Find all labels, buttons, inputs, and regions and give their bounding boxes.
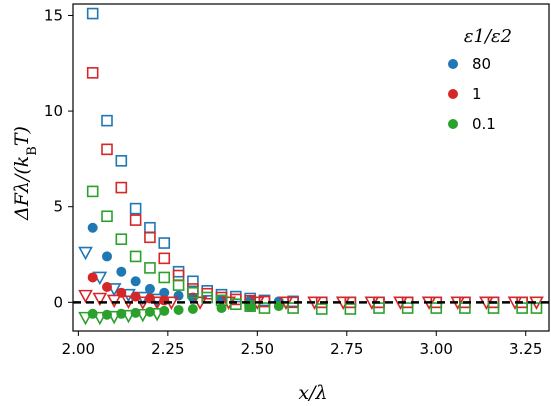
legend-marker-0-1 bbox=[448, 119, 458, 129]
data-point-triangle-down bbox=[92, 292, 108, 307]
x-tick-label: 3.00 bbox=[420, 340, 453, 358]
legend-label-1: 1 bbox=[472, 85, 482, 103]
data-point-circle bbox=[187, 304, 198, 315]
x-axis-label: x/λ bbox=[298, 382, 327, 404]
y-axis-ticks: 0 5 10 15 bbox=[44, 6, 73, 311]
data-point-square bbox=[158, 237, 171, 249]
y-tick-label: 10 bbox=[44, 102, 63, 120]
data-point-circle bbox=[87, 272, 98, 283]
x-tick-label: 2.75 bbox=[330, 340, 363, 358]
legend-label-80: 80 bbox=[472, 55, 491, 73]
x-axis-ticks: 2.00 2.25 2.50 2.75 3.00 3.25 bbox=[62, 331, 542, 358]
data-point-square bbox=[344, 303, 357, 315]
data-point-square bbox=[115, 233, 128, 246]
data-point-square bbox=[315, 303, 328, 315]
data-point-square bbox=[430, 302, 443, 314]
data-point-square bbox=[344, 296, 357, 309]
data-point-circle bbox=[130, 276, 141, 287]
data-point-square bbox=[144, 231, 156, 244]
y-tick-label: 15 bbox=[44, 6, 63, 24]
data-point-square bbox=[172, 269, 185, 282]
axes-frame bbox=[72, 3, 550, 332]
legend: ε1/ε2 80 1 0.1 bbox=[448, 26, 512, 133]
data-point-circle bbox=[173, 304, 184, 315]
data-point-square bbox=[144, 262, 156, 274]
data-point-circle bbox=[216, 303, 227, 314]
data-point-square bbox=[86, 185, 99, 198]
data-point-circle bbox=[116, 266, 127, 277]
x-tick-label: 2.50 bbox=[241, 340, 274, 358]
data-point-square bbox=[86, 7, 99, 20]
x-tick-label: 2.00 bbox=[62, 340, 95, 358]
data-point-circle bbox=[102, 282, 112, 293]
data-point-triangle-down bbox=[135, 308, 151, 323]
data-point-square bbox=[101, 210, 113, 223]
legend-marker-80 bbox=[448, 59, 458, 69]
data-point-circle bbox=[144, 283, 155, 294]
data-point-square bbox=[187, 283, 199, 295]
data-point-triangle-down bbox=[106, 294, 122, 309]
data-point-circle bbox=[273, 301, 284, 312]
data-point-square bbox=[101, 143, 113, 156]
data-point-square bbox=[187, 286, 199, 299]
data-point-square bbox=[158, 271, 171, 284]
data-point-square bbox=[129, 202, 142, 215]
data-point-square bbox=[172, 265, 185, 278]
data-point-square bbox=[115, 181, 128, 194]
data-point-square bbox=[201, 285, 214, 297]
data-point-circle bbox=[173, 290, 184, 301]
data-point-triangle-down bbox=[78, 246, 93, 261]
data-point-square bbox=[129, 214, 142, 226]
data-point-square bbox=[172, 279, 185, 291]
data-point-square bbox=[187, 275, 199, 288]
data-point-triangle-down bbox=[106, 310, 122, 325]
x-tick-label: 3.25 bbox=[509, 340, 542, 358]
data-point-square bbox=[230, 298, 242, 311]
data-point-square bbox=[115, 155, 128, 167]
data-point-triangle-down bbox=[78, 289, 93, 304]
legend-label-0-1: 0.1 bbox=[472, 115, 496, 133]
data-point-square bbox=[158, 252, 171, 265]
legend-title: ε1/ε2 bbox=[464, 26, 512, 47]
data-point-square bbox=[258, 302, 271, 314]
data-point-square bbox=[101, 114, 113, 127]
data-point-circle bbox=[102, 251, 112, 262]
y-tick-label: 0 bbox=[53, 293, 63, 311]
x-tick-label: 2.25 bbox=[151, 340, 184, 358]
data-point-square bbox=[129, 250, 142, 263]
data-point-square bbox=[530, 302, 543, 314]
data-point-square bbox=[86, 67, 99, 79]
data-point-triangle-down bbox=[78, 311, 93, 326]
y-axis-label: ΔFλ/(kBT) bbox=[11, 126, 40, 221]
data-point-square bbox=[401, 302, 414, 314]
data-point-square bbox=[144, 221, 156, 234]
data-point-circle bbox=[87, 222, 98, 233]
data-point-square bbox=[287, 302, 299, 314]
data-point-triangle-down bbox=[149, 307, 165, 322]
data-point-triangle-down bbox=[92, 311, 108, 326]
data-point-triangle-down bbox=[121, 309, 136, 324]
data-point-circle bbox=[245, 302, 256, 313]
legend-marker-1 bbox=[448, 89, 458, 99]
y-tick-label: 5 bbox=[53, 198, 63, 216]
